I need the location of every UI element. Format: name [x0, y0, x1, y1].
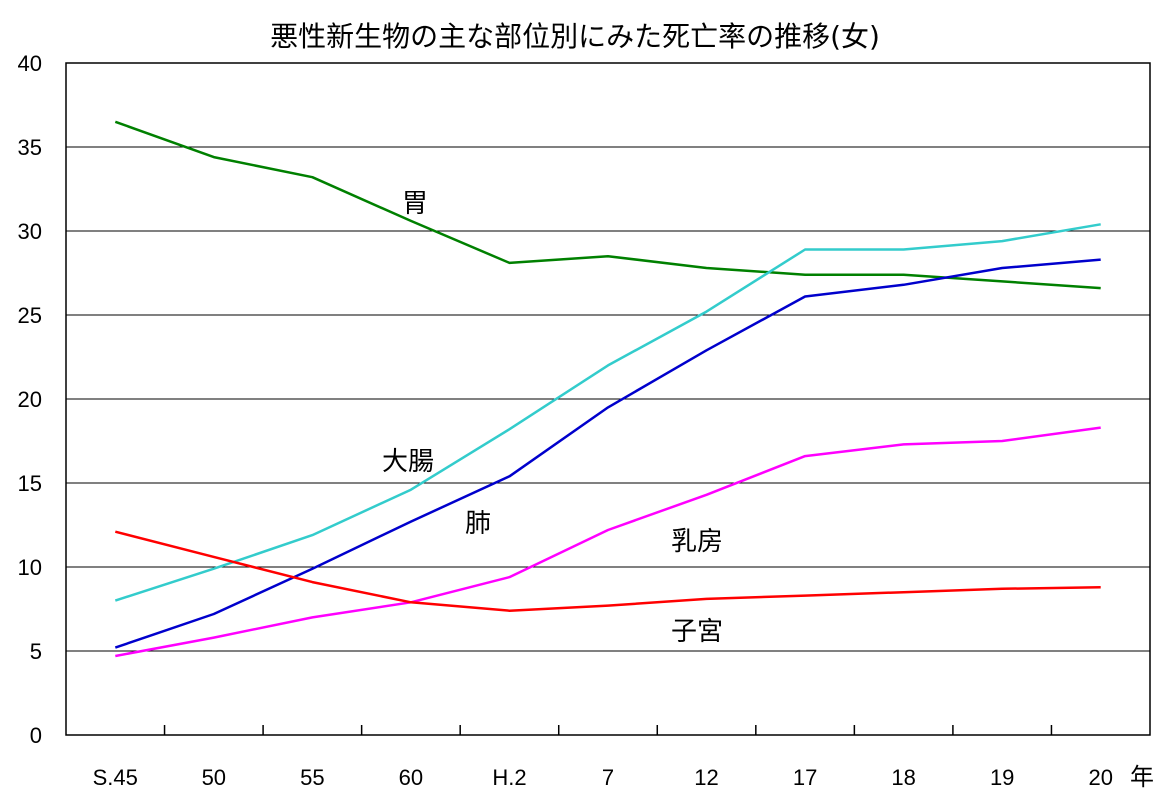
y-tick-label: 40 [18, 51, 42, 76]
x-tick-label: 20 [1088, 765, 1112, 790]
series-line-1 [114, 223, 1101, 602]
series-label: 子宮 [671, 617, 723, 647]
series-line-4 [114, 530, 1101, 612]
series-label: 大腸 [382, 447, 434, 477]
x-tick-label: S.45 [93, 765, 138, 790]
gridlines [66, 146, 1150, 652]
series-lines [114, 120, 1101, 658]
x-tick-label: 19 [990, 765, 1014, 790]
y-tick-label: 25 [18, 303, 42, 328]
series-label: 乳房 [671, 527, 723, 557]
series-label: 肺 [465, 509, 491, 539]
x-tick-label: 17 [793, 765, 817, 790]
series-line-3 [115, 426, 1101, 658]
y-axis-tick-labels: 0 5 10 15 20 25 30 35 40 [18, 51, 42, 748]
y-tick-label: 30 [18, 219, 42, 244]
x-axis-tick-marks [163, 725, 1053, 735]
x-tick-label: H.2 [492, 765, 526, 790]
series-line-0 [114, 120, 1101, 290]
plot-area-frame [65, 62, 1151, 736]
series-line-2 [114, 258, 1101, 649]
y-tick-label: 0 [30, 723, 42, 748]
y-tick-label: 5 [30, 639, 42, 664]
x-tick-label: 12 [694, 765, 718, 790]
x-tick-label: 50 [202, 765, 226, 790]
x-axis-unit-label: 年 [1130, 763, 1154, 791]
x-axis-tick-labels: S.45 50 55 60 H.2 7 12 17 18 19 20 [93, 765, 1113, 790]
chart-title: 悪性新生物の主な部位別にみた死亡率の推移(女) [270, 20, 880, 53]
y-tick-label: 35 [18, 135, 42, 160]
y-tick-label: 15 [18, 471, 42, 496]
x-tick-label: 55 [300, 765, 324, 790]
x-tick-label: 18 [891, 765, 915, 790]
x-tick-label: 60 [399, 765, 423, 790]
y-tick-label: 20 [18, 387, 42, 412]
series-label: 胃 [402, 189, 428, 219]
y-tick-label: 10 [18, 555, 42, 580]
x-tick-label: 7 [602, 765, 614, 790]
